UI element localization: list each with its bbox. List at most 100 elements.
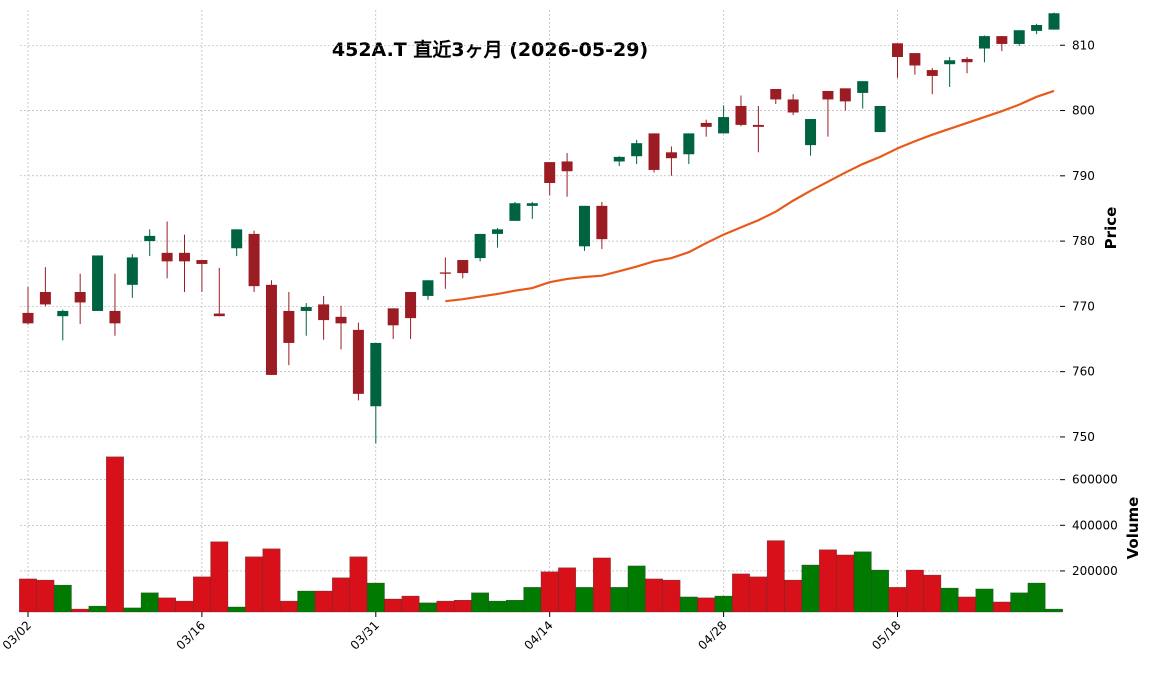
volume-bar [732, 573, 750, 613]
candle-body [474, 233, 486, 259]
y-tick-label: 760 [1072, 365, 1095, 379]
volume-bar [714, 595, 733, 613]
volume-bar [627, 565, 646, 613]
candle-body [22, 312, 34, 324]
chart-title: 452A.T 直近3ヶ月 (2026-05-29) [332, 38, 648, 61]
candle-body [109, 310, 121, 324]
volume-bar [575, 587, 594, 613]
candle-body [352, 329, 364, 394]
volume-bar [227, 606, 246, 613]
candle-body [544, 162, 556, 183]
x-tick-label: 05/18 [869, 618, 903, 652]
candle-body [805, 119, 817, 146]
volume-bar [262, 548, 281, 613]
volume-bar [593, 557, 611, 613]
candle-body [787, 99, 799, 113]
candle-body [144, 235, 156, 242]
x-tick-label: 03/16 [174, 618, 208, 652]
x-tick-label: 04/28 [695, 618, 729, 652]
candle-body [126, 257, 138, 285]
volume-bar [958, 596, 976, 613]
volume-bar [471, 592, 489, 613]
volume-bar [888, 587, 907, 613]
volume-bar [801, 564, 820, 613]
candle-body [318, 304, 330, 321]
volume-bar [36, 579, 55, 613]
candle-body [179, 252, 191, 262]
candle-body [509, 203, 521, 221]
candle-body [874, 105, 886, 133]
candle-body [718, 117, 730, 134]
volume-bar [88, 605, 107, 613]
candle-body [161, 252, 173, 262]
candle-body [283, 310, 295, 343]
volume-bar [71, 608, 90, 613]
volume-bar [123, 607, 142, 613]
y-tick-label: 810 [1072, 38, 1095, 52]
candle-body [422, 280, 434, 296]
candle-body [961, 58, 973, 63]
candle-body [665, 152, 677, 159]
y-axis-label: Volume [1124, 497, 1142, 560]
candle-body [213, 313, 225, 317]
candle-body [57, 310, 69, 317]
volume-bar [19, 578, 37, 613]
volume-bar [332, 577, 350, 613]
candle-body [92, 255, 104, 311]
y-tick-label: 200000 [1072, 564, 1118, 578]
volume-bar [819, 549, 837, 613]
candle-body [770, 88, 782, 100]
candle-body [300, 307, 312, 311]
candle-body [978, 36, 990, 49]
volume-bar [697, 597, 716, 613]
volume-bar [210, 541, 229, 613]
candle-body [648, 133, 660, 170]
x-tick-label: 03/02 [0, 618, 34, 652]
candle-body [457, 260, 469, 274]
volume-bar [871, 569, 889, 613]
volume-bar [940, 587, 959, 613]
volume-bar [280, 600, 298, 613]
volume-bar [158, 597, 176, 613]
y-tick-label: 800 [1072, 104, 1095, 118]
volume-bar [645, 578, 663, 613]
volume-bar [175, 600, 194, 613]
candle-body [1031, 25, 1043, 31]
candle-body [752, 124, 764, 127]
volume-bar [384, 598, 403, 613]
candle-body [1048, 13, 1060, 30]
candle-body [265, 284, 277, 375]
candle-body [335, 316, 347, 324]
candle-body [39, 292, 51, 305]
candle-body [822, 90, 834, 100]
volume-bar [106, 456, 124, 613]
y-tick-label: 780 [1072, 234, 1095, 248]
candle-body [387, 308, 399, 326]
candle-body [909, 53, 921, 66]
volume-bar [314, 590, 333, 613]
volume-bar [679, 596, 698, 613]
candle-body [926, 70, 938, 76]
candle-body [839, 88, 851, 102]
y-tick-label: 770 [1072, 299, 1095, 313]
volume-bar [436, 600, 455, 613]
y-tick-label: 750 [1072, 430, 1095, 444]
y-tick-label: 790 [1072, 169, 1095, 183]
y-tick-label: 400000 [1072, 518, 1118, 532]
volume-bar [766, 540, 785, 613]
candle-body [700, 122, 712, 127]
volume-bar [401, 595, 420, 613]
candle-body [1013, 30, 1025, 44]
volume-bar [749, 576, 768, 613]
candle-body [996, 36, 1008, 44]
volume-bar [488, 600, 507, 613]
y-axis-label: Price [1102, 207, 1120, 250]
volume-bar [140, 592, 159, 613]
candle-body [613, 156, 625, 162]
candle-body [231, 229, 243, 249]
candle-body [196, 260, 208, 264]
volume-bar [923, 574, 942, 613]
volume-bar [349, 556, 368, 613]
volume-bar [419, 602, 437, 613]
